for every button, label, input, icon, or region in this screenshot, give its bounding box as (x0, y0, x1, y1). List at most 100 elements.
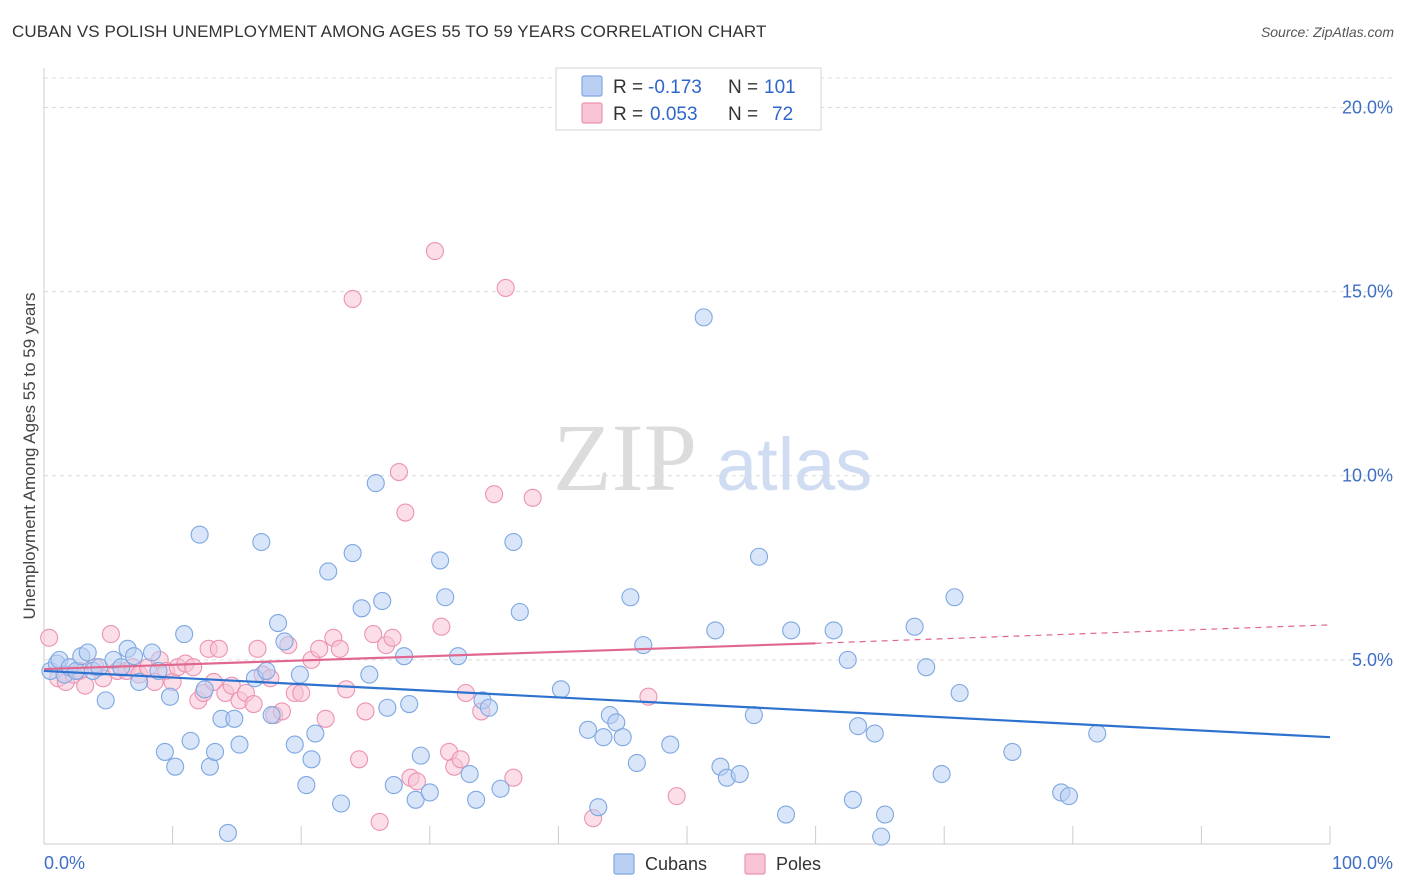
legend-n-label-cubans: N = (728, 77, 758, 98)
cubans-point-94 (917, 658, 936, 677)
cubans-point-96 (945, 588, 964, 607)
cubans-point-91 (872, 827, 891, 846)
legend-r-value-poles: 0.053 (650, 104, 698, 125)
y-axis-label: Unemployment Among Ages 55 to 59 years (20, 293, 39, 620)
poles-point-5 (76, 676, 95, 695)
x-tick-label-min: 0.0% (44, 853, 85, 873)
bottom-legend: Cubans Poles (613, 853, 821, 875)
watermark-zip: ZIP (553, 404, 697, 511)
cubans-point-30 (230, 735, 249, 754)
poles-trend-line-extension (815, 624, 1331, 644)
x-tick-label-max: 100.0% (1332, 853, 1393, 873)
legend-r-label-cubans: R = (613, 77, 643, 98)
poles-points (40, 242, 686, 831)
cubans-point-28 (218, 823, 237, 843)
legend-r-value-cubans: -0.173 (648, 77, 702, 98)
cubans-point-19 (160, 687, 180, 706)
cubans-point-67 (578, 720, 598, 739)
watermark-atlas: atlas (716, 423, 872, 506)
y-tick-label-0: 5.0% (1352, 650, 1393, 670)
cubans-point-35 (269, 613, 288, 633)
poles-point-51 (383, 628, 402, 647)
cubans-point-18 (155, 742, 174, 761)
cubans-point-57 (436, 588, 455, 607)
cubans-point-53 (406, 790, 425, 809)
poles-point-49 (370, 812, 389, 831)
poles-point-31 (248, 639, 267, 658)
bottom-legend-label-poles: Poles (776, 854, 821, 874)
poles-point-25 (209, 639, 228, 658)
cubans-point-48 (373, 591, 392, 610)
cubans-point-54 (411, 746, 430, 765)
cubans-point-81 (730, 764, 749, 784)
cubans-point-56 (431, 551, 450, 570)
poles-point-8 (101, 625, 120, 644)
cubans-point-59 (460, 764, 479, 784)
cubans-point-17 (149, 661, 168, 680)
y-tick-label-1: 10.0% (1342, 466, 1393, 486)
cubans-point-82 (744, 706, 763, 725)
cubans-point-87 (838, 650, 857, 669)
cubans-point-47 (366, 474, 385, 493)
cubans-trend-line (43, 669, 1331, 739)
cubans-point-90 (865, 724, 884, 743)
poles-trend-line (43, 642, 816, 671)
cubans-point-36 (275, 632, 294, 651)
cubans-point-69 (594, 728, 613, 747)
cubans-point-100 (1059, 787, 1078, 806)
cubans-point-29 (225, 709, 244, 728)
y-tick-label-3: 20.0% (1342, 97, 1393, 117)
cubans-point-15 (130, 672, 149, 692)
cubans-point-42 (319, 562, 338, 581)
cubans-point-97 (950, 683, 969, 703)
cubans-point-43 (332, 794, 351, 813)
cubans-point-72 (613, 728, 632, 747)
cubans-point-74 (627, 753, 646, 773)
cubans-point-41 (306, 724, 325, 743)
cubans-point-66 (551, 680, 571, 699)
cubans-point-85 (782, 621, 801, 640)
poles-point-40 (310, 639, 329, 658)
cubans-point-49 (378, 698, 397, 717)
legend-swatch-cubans (581, 75, 603, 97)
cubans-point-20 (166, 757, 185, 776)
poles-point-63 (485, 485, 504, 504)
cubans-point-33 (257, 661, 276, 680)
cubans-point-32 (252, 532, 271, 552)
poles-point-0 (40, 628, 59, 647)
cubans-point-73 (621, 588, 640, 607)
legend-n-label-poles: N = (728, 104, 758, 125)
source-label: Source: ZipAtlas.com (1260, 24, 1394, 40)
chart-title: CUBAN VS POLISH UNEMPLOYMENT AMONG AGES … (12, 22, 767, 41)
legend-r-label-poles: R = (613, 104, 643, 125)
cubans-point-95 (932, 764, 951, 784)
cubans-point-84 (776, 805, 796, 824)
poles-point-43 (330, 639, 349, 658)
cubans-point-37 (285, 735, 304, 754)
bottom-legend-label-cubans: Cubans (645, 854, 707, 874)
poles-point-65 (504, 768, 523, 787)
cubans-point-76 (661, 735, 680, 754)
poles-point-44 (337, 680, 356, 699)
cubans-point-62 (479, 698, 499, 717)
cubans-point-86 (824, 621, 843, 640)
poles-point-47 (356, 702, 375, 721)
cubans-point-101 (1088, 724, 1107, 743)
cubans-point-23 (190, 525, 209, 544)
cubans-point-50 (384, 776, 403, 795)
cubans-point-45 (352, 599, 371, 618)
poles-point-69 (667, 787, 686, 806)
poles-point-20 (184, 658, 203, 677)
cubans-point-26 (205, 742, 225, 761)
cubans-point-60 (467, 790, 486, 809)
cubans-point-75 (634, 636, 653, 655)
axes: 5.0% 10.0% 15.0% 20.0% (43, 68, 1393, 845)
cubans-point-24 (195, 680, 214, 699)
poles-point-41 (316, 709, 335, 728)
y-tick-label-2: 15.0% (1342, 282, 1393, 302)
poles-point-53 (396, 503, 415, 522)
cubans-point-38 (290, 665, 309, 684)
cubans-point-46 (360, 665, 379, 684)
cubans-point-16 (142, 643, 162, 662)
cubans-points (41, 308, 1107, 846)
